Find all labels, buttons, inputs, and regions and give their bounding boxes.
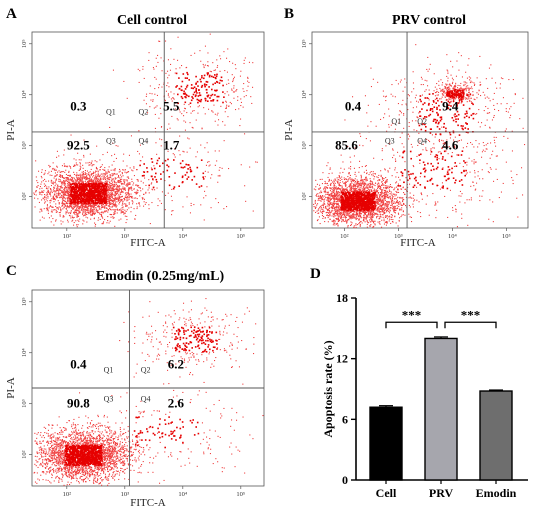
quadrant-name-q1: Q1 <box>106 107 116 116</box>
significance-stars: *** <box>461 307 481 322</box>
panel-d: D 0 6 12 18 Apoptosis rate (%) Cell PRV Emodin *… <box>310 266 528 500</box>
y-axis-label: PI-A <box>5 119 17 140</box>
event-dots <box>33 33 258 228</box>
quadrant-name-q2: Q2 <box>141 365 151 374</box>
x-tick-label-cell: Cell <box>376 486 397 500</box>
plot-frame <box>311 31 529 229</box>
y-tick-label: 10⁵ <box>21 297 28 306</box>
x-tick-label-emodin: Emodin <box>476 486 517 500</box>
x-tick-label: 10² <box>63 491 72 498</box>
quadrant-value-q2: 5.5 <box>163 98 180 113</box>
y-tick-label: 10⁵ <box>301 39 308 48</box>
y-axis-label: Apoptosis rate (%) <box>321 340 335 437</box>
y-tick-label: 12 <box>336 352 348 366</box>
panel-label-c: C <box>6 263 17 279</box>
panel-b: B PRV control 0.4 Q1 9.4 Q2 85.6 Q3 4.6 Q4 10² 10… <box>283 6 529 249</box>
x-tick-label: 10⁵ <box>502 233 511 240</box>
quadrant-name-q3: Q3 <box>106 137 116 146</box>
x-axis-label: FITC-A <box>130 497 166 509</box>
quadrant-value-q3: 92.5 <box>67 138 90 153</box>
x-axis-label: FITC-A <box>130 237 166 249</box>
event-dots <box>313 44 526 229</box>
panel-label-d: D <box>310 266 321 282</box>
quadrant-value-q1: 0.3 <box>70 98 87 113</box>
panel-b-title: PRV control <box>392 13 466 28</box>
x-tick-label: 10² <box>63 233 72 240</box>
quadrant-name-q4: Q4 <box>417 137 427 146</box>
x-tick-label: 10³ <box>121 491 130 498</box>
x-tick-label: 10⁴ <box>178 233 188 240</box>
bar-prv <box>424 337 458 481</box>
x-tick-label-prv: PRV <box>429 486 454 500</box>
quadrant-name-q4: Q4 <box>141 395 151 404</box>
quadrant-value-q4: 1.7 <box>163 138 180 153</box>
y-tick-label: 10² <box>301 192 308 201</box>
y-tick-label: 10⁴ <box>21 348 28 358</box>
panel-c-plot: 0.4 Q1 6.2 Q2 90.8 Q3 2.6 Q4 10² 10³ 10⁴ 10⁵ 10² 10³ 1… <box>5 289 265 509</box>
panel-a-plot: 0.3 Q1 5.5 Q2 92.5 Q3 1.7 Q4 10² 10³ 10⁴ 10⁵ 10² 10³ 1… <box>5 31 265 249</box>
x-tick-label: 10⁴ <box>178 491 188 498</box>
panel-label-b: B <box>284 6 294 22</box>
y-tick-label: 10³ <box>21 141 28 150</box>
y-tick-label: 10⁴ <box>21 90 28 100</box>
bar-cell <box>369 406 403 481</box>
quadrant-name-q1: Q1 <box>104 365 114 374</box>
panel-b-plot: 0.4 Q1 9.4 Q2 85.6 Q3 4.6 Q4 10² 10³ 10⁴ 10⁵ 10² 10³ 1… <box>283 31 529 249</box>
panel-c-title: Emodin (0.25mg/mL) <box>96 269 225 284</box>
y-tick-label: 10² <box>21 450 28 459</box>
quadrant-value-q3: 85.6 <box>335 138 358 153</box>
x-tick-label: 10² <box>340 233 349 240</box>
bar-emodin <box>479 390 513 481</box>
significance-stars: *** <box>402 307 422 322</box>
significance-bracket <box>444 321 497 329</box>
quadrant-value-q3: 90.8 <box>67 396 90 411</box>
x-tick-label: 10⁵ <box>236 233 245 240</box>
panel-c: C Emodin (0.25mg/mL) 0.4 Q1 6.2 Q2 90.8 Q3 2.6… <box>5 263 265 509</box>
event-dots <box>33 298 264 486</box>
x-tick-label: 10⁵ <box>236 491 245 498</box>
y-tick-label: 10⁴ <box>301 90 308 100</box>
quadrant-value-q4: 4.6 <box>442 138 459 153</box>
y-tick-label: 10³ <box>301 141 308 150</box>
y-tick-label: 10³ <box>21 399 28 408</box>
quadrant-name-q2: Q2 <box>138 107 148 116</box>
quadrant-name-q1: Q1 <box>391 117 401 126</box>
panel-d-plot: 0 6 12 18 Apoptosis rate (%) Cell PRV Emodin ***… <box>321 291 528 500</box>
quadrant-value-q4: 2.6 <box>168 396 185 411</box>
y-tick-label: 6 <box>342 412 348 426</box>
y-axis-label: PI-A <box>5 377 17 398</box>
x-tick-label: 10⁴ <box>448 233 458 240</box>
quadrant-name-q3: Q3 <box>385 137 395 146</box>
quadrant-value-q2: 6.2 <box>168 356 184 371</box>
quadrant-value-q1: 0.4 <box>345 98 362 113</box>
y-tick-label: 10² <box>21 192 28 201</box>
panel-a-title: Cell control <box>117 13 187 28</box>
x-tick-label: 10³ <box>394 233 403 240</box>
y-axis-label: PI-A <box>283 119 295 140</box>
x-tick-label: 10³ <box>121 233 130 240</box>
quadrant-value-q2: 9.4 <box>442 98 459 113</box>
quadrant-name-q4: Q4 <box>138 137 148 146</box>
y-tick-label: 18 <box>336 291 348 305</box>
y-tick-label: 0 <box>342 473 348 487</box>
quadrant-name-q3: Q3 <box>104 395 114 404</box>
panel-label-a: A <box>6 6 17 22</box>
quadrant-name-q2: Q2 <box>417 117 427 126</box>
y-tick-label: 10⁵ <box>21 39 28 48</box>
x-axis-label: FITC-A <box>400 237 436 249</box>
quadrant-value-q1: 0.4 <box>70 356 87 371</box>
significance-bracket <box>385 321 438 329</box>
panel-a: A Cell control 0.3 Q1 5.5 Q2 92.5 Q3 1.7 Q4 10² 1… <box>5 6 265 249</box>
